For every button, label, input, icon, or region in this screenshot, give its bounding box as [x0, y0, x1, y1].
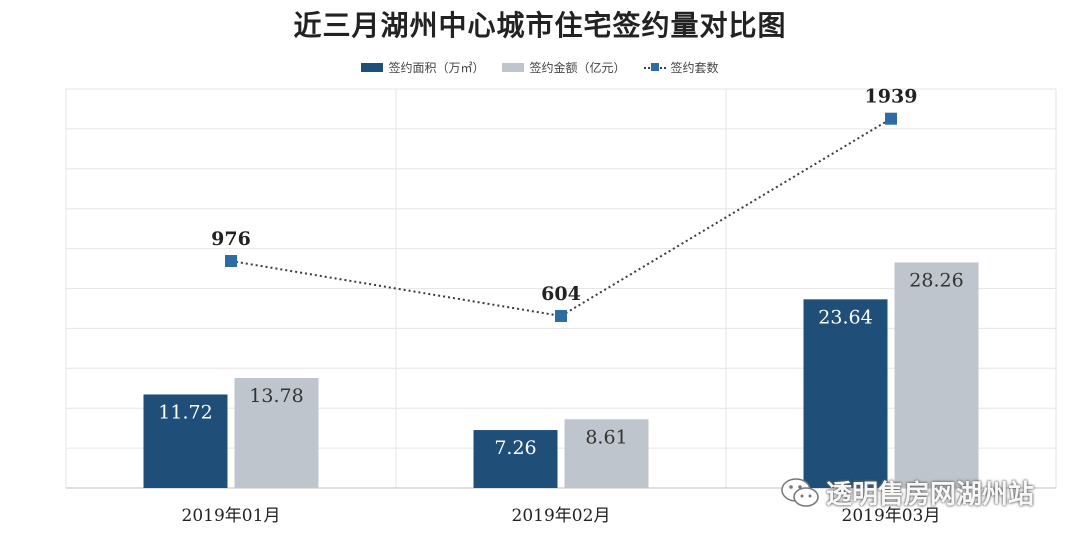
legend-item-units: 签约套数: [643, 59, 719, 76]
watermark-text: 透明售房网湖州站: [826, 480, 1035, 510]
bar: [473, 430, 558, 488]
x-tick-label: 2019年02月: [512, 506, 611, 526]
bar: [803, 299, 888, 488]
line-value-label: 604: [541, 283, 581, 305]
line-value-label: 1939: [865, 86, 918, 108]
watermark: 透明售房网湖州站: [780, 474, 1034, 511]
bar: [894, 262, 979, 488]
bar-value-label: 7.26: [494, 437, 536, 459]
bar-value-label: 8.61: [585, 426, 627, 448]
legend-swatch-area: [361, 63, 384, 72]
bar-value-label: 11.72: [158, 401, 212, 423]
line-point: [225, 255, 237, 268]
bar-value-label: 28.26: [909, 269, 963, 291]
legend-label-units: 签约套数: [670, 61, 719, 75]
x-tick-label: 2019年01月: [182, 506, 281, 526]
series-line: [230, 117, 892, 318]
legend-item-area: 签约面积（万㎡）: [361, 59, 484, 76]
x-tick-label: 2019年03月: [842, 506, 941, 526]
bar: [564, 419, 649, 488]
bar: [143, 394, 228, 488]
chart-legend: 签约面积（万㎡） 签约金额（亿元） 签约套数: [0, 59, 1080, 76]
wechat-icon: [781, 477, 819, 507]
bar-value-label: 23.64: [818, 306, 872, 328]
legend-item-amount: 签约金额（亿元）: [502, 59, 626, 76]
line-value-label: 976: [211, 228, 251, 250]
legend-label-amount: 签约金额（亿元）: [529, 61, 626, 75]
legend-swatch-units: [643, 63, 666, 72]
legend-swatch-amount: [502, 63, 525, 72]
line-point: [885, 112, 897, 125]
bar: [234, 378, 319, 488]
legend-label-area: 签约面积（万㎡）: [388, 61, 485, 75]
bar-value-label: 13.78: [249, 385, 303, 407]
chart-title: 近三月湖州中心城市住宅签约量对比图: [293, 9, 787, 42]
line-point: [555, 309, 567, 322]
